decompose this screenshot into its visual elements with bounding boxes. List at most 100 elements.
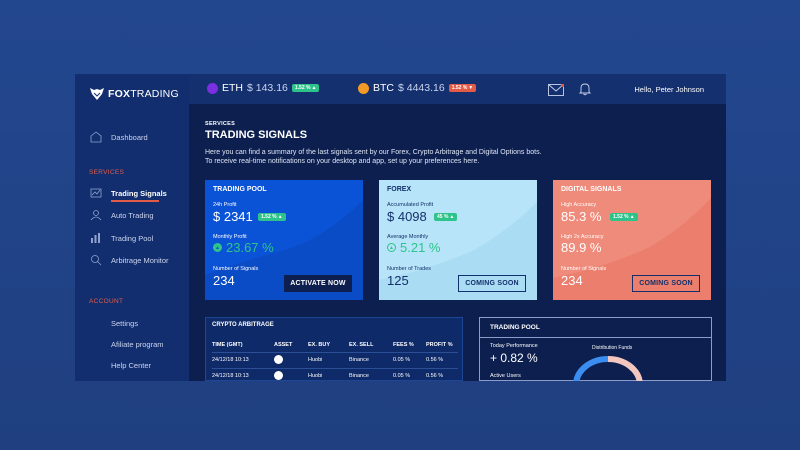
card-badge-value: 1.52 % — [261, 214, 277, 220]
page-description: Here you can find a summary of the last … — [205, 148, 565, 166]
app-window: FOX TRADING Dashboard SERVICES Trading Si… — [75, 74, 726, 381]
sidebar-item-trading-pool[interactable]: Trading Pool — [89, 232, 153, 244]
arrow-up-icon: ▲ — [629, 214, 635, 220]
bell-icon[interactable] — [578, 82, 592, 96]
crypto-arbitrage-panel: CRYPTO ARBITRAGE TIME (GMT) ASSET EX. BU… — [205, 317, 463, 381]
services-section-label: SERVICES — [89, 169, 125, 176]
card-title: FOREX — [387, 186, 412, 193]
cell-time: 24/12/18 10:13 — [212, 351, 274, 368]
eth-symbol: ETH — [222, 82, 243, 94]
top-bar: ETH $ 143.16 1.52 % ▲ BTC $ 4443.16 1.52… — [189, 74, 726, 104]
cell-fees: 0.05 % — [393, 351, 426, 368]
arbitrage-table: TIME (GMT) ASSET EX. BUY EX. SELL FEES %… — [212, 338, 458, 381]
divider — [480, 337, 711, 338]
arbitrage-icon — [89, 254, 103, 266]
logo-trading-text: TRADING — [130, 88, 179, 100]
trading-pool-panel: TRADING POOL Today Performance + 0.82 % … — [479, 317, 712, 381]
dashboard-icon — [89, 131, 103, 143]
card-title: DIGITAL SIGNALS — [561, 186, 622, 193]
eth-icon — [207, 82, 218, 94]
card-label-2: Average Monthly — [387, 234, 429, 240]
card-value-1: 85.3 % — [561, 209, 602, 224]
cell-buy: Huobi — [308, 351, 349, 368]
active-underline — [111, 200, 159, 202]
table-row[interactable]: 24/12/18 10:13 Huobi Binance 0.05 % 0.56… — [212, 367, 458, 381]
btc-change-badge: 1.52 % ▼ — [448, 84, 477, 92]
card-badge: 1.52 % ▲ — [610, 213, 638, 221]
today-performance-label: Today Performance — [490, 343, 538, 349]
arrow-up-icon: ▲ — [449, 214, 455, 220]
sidebar-item-label: Arbitrage Monitor — [111, 255, 169, 265]
card-value-1: $ 2341 — [213, 209, 253, 224]
panel-title: CRYPTO ARBITRAGE — [212, 322, 274, 328]
card-label-3: Number of Signals — [213, 266, 259, 272]
card-badge-value: 1.52 % — [613, 214, 629, 220]
logo[interactable]: FOX TRADING — [89, 86, 179, 102]
cell-profit: 0.56 % — [426, 367, 458, 381]
card-title: TRADING POOL — [213, 186, 267, 193]
asset-icon — [274, 354, 283, 364]
activate-now-button[interactable]: ACTIVATE NOW — [284, 275, 352, 292]
digital-coming-soon-button[interactable]: COMING SOON — [632, 275, 700, 292]
distribution-donut — [573, 356, 643, 381]
account-section-label: ACCOUNT — [89, 298, 124, 305]
card-value-3: 234 — [561, 273, 583, 288]
sidebar-item-label: Trading Pool — [111, 233, 154, 243]
auto-trading-icon — [89, 209, 103, 221]
cell-asset — [274, 351, 308, 368]
sidebar-item-arbitrage-monitor[interactable]: Arbitrage Monitor — [89, 254, 169, 266]
card-trading-pool: TRADING POOL 24h Profit $ 2341 1.52 % ▲ … — [205, 180, 363, 300]
page-title: TRADING SIGNALS — [205, 129, 308, 141]
table-row[interactable]: 24/12/18 10:13 Huobi Binance 0.05 % 0.56… — [212, 351, 458, 368]
arrow-up-icon: ▲ — [277, 214, 283, 220]
card-label-2: Monthly Profit — [213, 234, 247, 240]
column-header: PROFIT % — [426, 341, 453, 348]
signals-icon — [89, 187, 103, 199]
card-label-3: Number of Signals — [561, 266, 607, 272]
column-header: FEES % — [393, 341, 414, 348]
card-value-1: $ 4098 — [387, 209, 427, 224]
eth-ticker[interactable]: ETH $ 143.16 1.52 % ▲ — [207, 82, 320, 94]
account-item-settings[interactable]: Settings — [111, 319, 139, 328]
sidebar-item-dashboard[interactable]: Dashboard — [89, 131, 148, 143]
card-value-3: 125 — [387, 273, 409, 288]
account-item-affiliate[interactable]: Afiliate program — [111, 340, 164, 349]
btc-symbol: BTC — [373, 82, 394, 94]
column-header: EX. BUY — [308, 341, 331, 348]
table-header-row: TIME (GMT) ASSET EX. BUY EX. SELL FEES %… — [212, 338, 458, 352]
cell-asset — [274, 367, 308, 381]
card-badge: 45 % ▲ — [434, 213, 458, 221]
column-header: TIME (GMT) — [212, 341, 243, 348]
description-line-1: Here you can find a summary of the last … — [205, 149, 542, 156]
distribution-label: Distribution Funds — [592, 345, 633, 351]
cell-profit: 0.56 % — [426, 351, 458, 368]
sidebar-item-auto-trading[interactable]: Auto Trading — [89, 209, 154, 221]
description-line-2: To receive real-time notifications on yo… — [205, 158, 480, 165]
account-item-help-center[interactable]: Help Center — [111, 361, 152, 370]
forex-coming-soon-button[interactable]: COMING SOON — [458, 275, 526, 292]
card-badge-value: 45 % — [437, 214, 449, 220]
card-value-2-row: ▲ 5.21 % — [387, 240, 440, 255]
card-wave-decoration — [553, 198, 711, 300]
sidebar-item-label: Dashboard — [111, 132, 148, 142]
column-header: EX. SELL — [349, 341, 374, 348]
cell-sell: Binance — [349, 367, 393, 381]
card-label-1: Accumulated Profit — [387, 202, 434, 208]
active-users-label: Active Users — [490, 373, 521, 379]
card-label-1: 24h Profit — [213, 202, 237, 208]
btc-ticker[interactable]: BTC $ 4443.16 1.52 % ▼ — [358, 82, 477, 94]
card-forex: FOREX Accumulated Profit $ 4098 45 % ▲ A… — [379, 180, 537, 300]
cell-time: 24/12/18 10:13 — [212, 367, 274, 381]
card-digital-signals: DIGITAL SIGNALS High Accuracy 85.3 % 1.5… — [553, 180, 711, 300]
cell-buy: Huobi — [308, 367, 349, 381]
mail-icon[interactable] — [548, 83, 565, 96]
sidebar-item-label: Auto Trading — [111, 210, 154, 220]
btc-change-value: 1.52 % — [451, 85, 468, 91]
eth-price: $ 143.16 — [247, 82, 288, 94]
sidebar-item-trading-signals[interactable]: Trading Signals — [89, 187, 167, 202]
eth-change-value: 1.52 % — [294, 85, 311, 91]
pool-chart-icon — [89, 232, 103, 244]
card-label-1: High Accuracy — [561, 202, 597, 208]
arrow-up-icon: ▲ — [387, 243, 396, 252]
user-greeting[interactable]: Hello, Peter Johnson — [634, 85, 704, 94]
